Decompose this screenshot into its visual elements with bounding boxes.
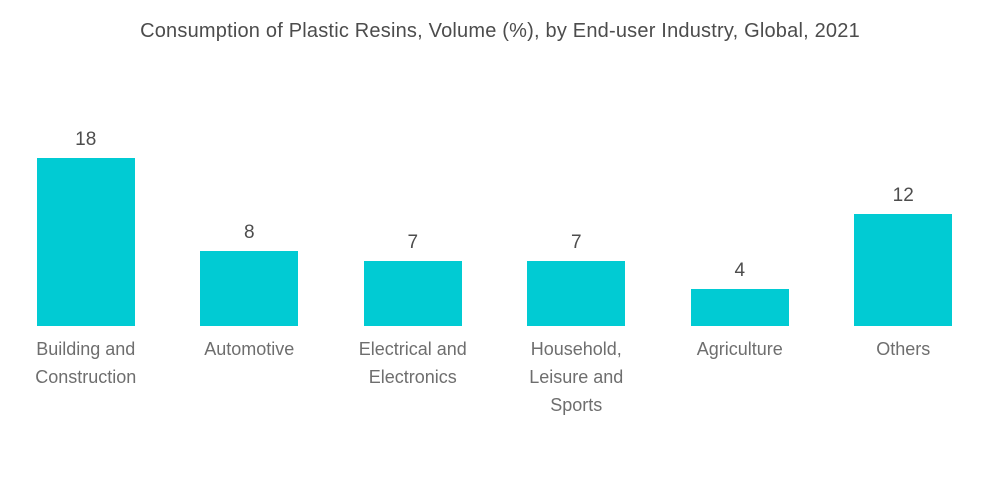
bar xyxy=(200,251,299,326)
bar-group: 7 Household, Leisure and Sports xyxy=(495,0,659,504)
bar-category-label: Agriculture xyxy=(696,339,783,359)
bar-area: 4 xyxy=(658,0,822,326)
bar xyxy=(854,214,953,326)
bar xyxy=(527,260,626,326)
bar xyxy=(36,158,135,326)
bar-value-label: 4 xyxy=(734,259,746,281)
bar-group: 8 Automotive xyxy=(168,0,332,504)
bar-value-label: 7 xyxy=(407,231,419,253)
bar-value-label: 12 xyxy=(892,185,914,206)
bar-value-label: 18 xyxy=(75,129,97,150)
bar-category-label: Others xyxy=(876,339,931,359)
bar-area: 7 xyxy=(495,0,659,326)
bar-area: 8 xyxy=(168,0,332,326)
bar-chart: 18 Building and Construction 8 Automotive 7 E… xyxy=(4,0,985,504)
bar-value-label: 8 xyxy=(243,222,255,244)
bar xyxy=(690,288,789,326)
bar-category-label: Household, Leisure and Sports xyxy=(529,339,624,415)
bar-group: 4 Agriculture xyxy=(658,0,822,504)
bar-group: 18 Building and Construction xyxy=(4,0,168,504)
bar xyxy=(363,260,462,326)
bar-group: 7 Electrical and Electronics xyxy=(331,0,495,504)
bar-category-label: Electrical and Electronics xyxy=(358,339,467,387)
bar-category-label: Building and Construction xyxy=(35,339,137,387)
chart-title: Consumption of Plastic Resins, Volume (%… xyxy=(140,20,860,42)
bar-group: 12 Others xyxy=(822,0,986,504)
bar-area: 12 xyxy=(822,0,986,326)
bar-value-label: 7 xyxy=(570,231,582,253)
bar-area: 7 xyxy=(331,0,495,326)
bar-category-label: Automotive xyxy=(204,339,295,359)
bar-area: 18 xyxy=(4,0,168,326)
